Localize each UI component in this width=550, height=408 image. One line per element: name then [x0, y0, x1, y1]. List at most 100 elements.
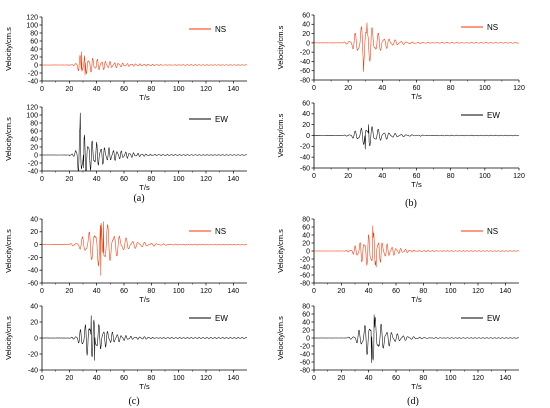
chart-a-bottom-x-tick-label: 120	[200, 176, 212, 183]
chart-d-top-x-tick-label: 20	[337, 288, 345, 295]
chart-c-bottom-y-tick-label: -40	[28, 367, 38, 374]
chart-d-top-x-axis-label: T/s	[411, 295, 422, 304]
chart-d-bottom-x-tick-label: 20	[337, 375, 345, 382]
chart-a-top-x-tick-label: 40	[93, 86, 101, 93]
panel-label-c: (c)	[128, 396, 139, 407]
chart-d-top-x-tick-label: 120	[472, 288, 484, 295]
chart-a-top-x-tick-label: 80	[147, 86, 155, 93]
chart-c-top-plot: -60 -40 -20 0 20 40 0 20 40 60 80 100 120 140 T/s Veloc…	[4, 216, 248, 304]
chart-a-top-y-tick-label: 40	[30, 46, 38, 53]
chart-c-top-x-tick-label: 20	[65, 288, 73, 295]
chart-d-bottom-y-tick-label: -40	[300, 351, 310, 358]
chart-a-top-legend-label: NS	[215, 25, 226, 34]
chart-d-bottom-series-line	[313, 314, 520, 364]
chart-b-top-y-tick-label: 40	[302, 22, 310, 29]
chart-c-bottom-y-axis-label: Velocity/cm.s	[4, 316, 13, 360]
chart-b-top-x-tick-label: 60	[413, 85, 421, 92]
chart-c-top-legend-label: NS	[215, 227, 226, 236]
chart-b-top-y-tick-label: 60	[302, 12, 310, 19]
chart-d-top-y-tick-label: -20	[300, 256, 310, 263]
chart-b-top-y-tick-label: -40	[300, 59, 310, 66]
chart-c-top-y-tick-label: -40	[28, 268, 38, 275]
chart-b-top-legend-label: NS	[487, 23, 498, 32]
chart-a-bottom-x-tick-label: 0	[40, 176, 44, 183]
chart-a-top-x-tick-label: 120	[200, 86, 212, 93]
chart-a-bottom-y-tick-label: 40	[30, 136, 38, 143]
chart-d-top-y-tick-label: 0	[306, 248, 310, 255]
chart-c-bottom-x-tick-label: 120	[200, 375, 212, 382]
chart-c-top-y-tick-label: 0	[34, 242, 38, 249]
chart-b-bottom-y-tick-label: -40	[300, 155, 310, 162]
chart-b-top-y-tick-label: -60	[300, 68, 310, 75]
chart-c-bottom-x-axis-label: T/s	[139, 382, 150, 391]
chart-a-bottom-legend-label: EW	[215, 115, 228, 124]
chart-c-bottom-y-tick-label: 40	[30, 303, 38, 310]
chart-d-bottom-y-tick-label: -80	[300, 367, 310, 374]
chart-d-bottom-x-tick-label: 80	[419, 375, 427, 382]
chart-c-bottom-x-tick-label: 60	[120, 375, 128, 382]
chart-a-bottom-y-tick-label: 100	[26, 112, 38, 119]
chart-c-top-y-tick-label: -20	[28, 255, 38, 262]
chart-c-bottom-y-tick-label: -20	[28, 351, 38, 358]
chart-a-bottom-y-tick-label: 120	[26, 104, 38, 111]
chart-b-bottom-x-tick-label: 120	[513, 173, 525, 180]
chart-b-bottom-y-tick-label: 60	[302, 100, 310, 107]
chart-c-top-y-tick-label: -60	[28, 280, 38, 287]
chart-a-top-x-tick-label: 140	[227, 86, 239, 93]
chart-d-bottom-x-axis-label: T/s	[411, 382, 422, 391]
chart-d-top-x-tick-label: 100	[445, 288, 457, 295]
chart-b-top-plot: -80 -60 -40 -20 0 20 40 60 0 20 40 60 80 100 120 T/s Vel…	[276, 12, 525, 101]
chart-a-bottom-x-tick-label: 100	[173, 176, 185, 183]
chart-a-bottom-x-tick-label: 140	[227, 176, 239, 183]
chart-c-bottom-x-tick-label: 140	[227, 375, 239, 382]
chart-d-top-x-tick-label: 140	[499, 288, 511, 295]
chart-c-top-x-tick-label: 120	[200, 288, 212, 295]
chart-b-bottom-x-tick-label: 40	[378, 173, 386, 180]
chart-b-bottom-series-line	[313, 124, 520, 150]
chart-d-top-y-tick-label: 20	[302, 240, 310, 247]
chart-b-top-x-tick-label: 80	[447, 85, 455, 92]
chart-c-top-x-tick-label: 40	[93, 288, 101, 295]
chart-d-bottom-y-tick-label: 40	[302, 319, 310, 326]
chart-c-bottom-x-tick-label: 0	[40, 375, 44, 382]
chart-a-top-y-tick-label: 0	[34, 62, 38, 69]
chart-b-top-y-tick-label: 20	[302, 31, 310, 38]
chart-b-bottom-y-tick-label: -20	[300, 144, 310, 151]
chart-a-bottom-y-tick-label: 60	[30, 128, 38, 135]
chart-a-bottom-y-axis-label: Velocity/cm.s	[4, 117, 13, 161]
chart-a-top-x-tick-label: 20	[65, 86, 73, 93]
chart-c-top-x-axis-label: T/s	[139, 295, 150, 304]
chart-d-bottom-legend-label: EW	[487, 314, 500, 323]
chart-d-bottom-x-tick-label: 140	[499, 375, 511, 382]
chart-a-bottom-x-tick-label: 60	[120, 176, 128, 183]
chart-a-bottom-x-tick-label: 40	[93, 176, 101, 183]
chart-c-top-x-tick-label: 80	[147, 288, 155, 295]
chart-d-bottom-x-tick-label: 60	[392, 375, 400, 382]
chart-a-top-y-tick-label: 20	[30, 54, 38, 61]
chart-d-top-y-tick-label: -80	[300, 280, 310, 287]
chart-b-bottom-y-tick-label: -60	[300, 165, 310, 172]
chart-b-top-y-tick-label: 0	[306, 40, 310, 47]
chart-b-bottom-legend-label: EW	[487, 111, 500, 120]
chart-a-top-x-tick-label: 0	[40, 86, 44, 93]
chart-c-bottom-x-tick-label: 100	[173, 375, 185, 382]
chart-c-top-x-tick-label: 140	[227, 288, 239, 295]
chart-d-bottom-y-tick-label: 0	[306, 335, 310, 342]
chart-a-bottom-x-axis-label: T/s	[139, 183, 150, 192]
chart-a-bottom-y-tick-label: 80	[30, 120, 38, 127]
chart-b-top-x-tick-label: 100	[479, 85, 491, 92]
chart-a-top-series-line	[41, 51, 248, 76]
chart-a-bottom-y-tick-label: -20	[28, 160, 38, 167]
chart-b-bottom-x-tick-label: 100	[479, 173, 491, 180]
chart-a-bottom-y-tick-label: -40	[28, 168, 38, 175]
chart-d-bottom-y-tick-label: -20	[300, 343, 310, 350]
panel-label-b: (b)	[405, 198, 417, 209]
chart-c-top-y-tick-label: 40	[30, 216, 38, 223]
chart-c-bottom-y-tick-label: 0	[34, 335, 38, 342]
chart-c-top-y-tick-label: 20	[30, 229, 38, 236]
chart-b-top-x-tick-label: 20	[344, 85, 352, 92]
